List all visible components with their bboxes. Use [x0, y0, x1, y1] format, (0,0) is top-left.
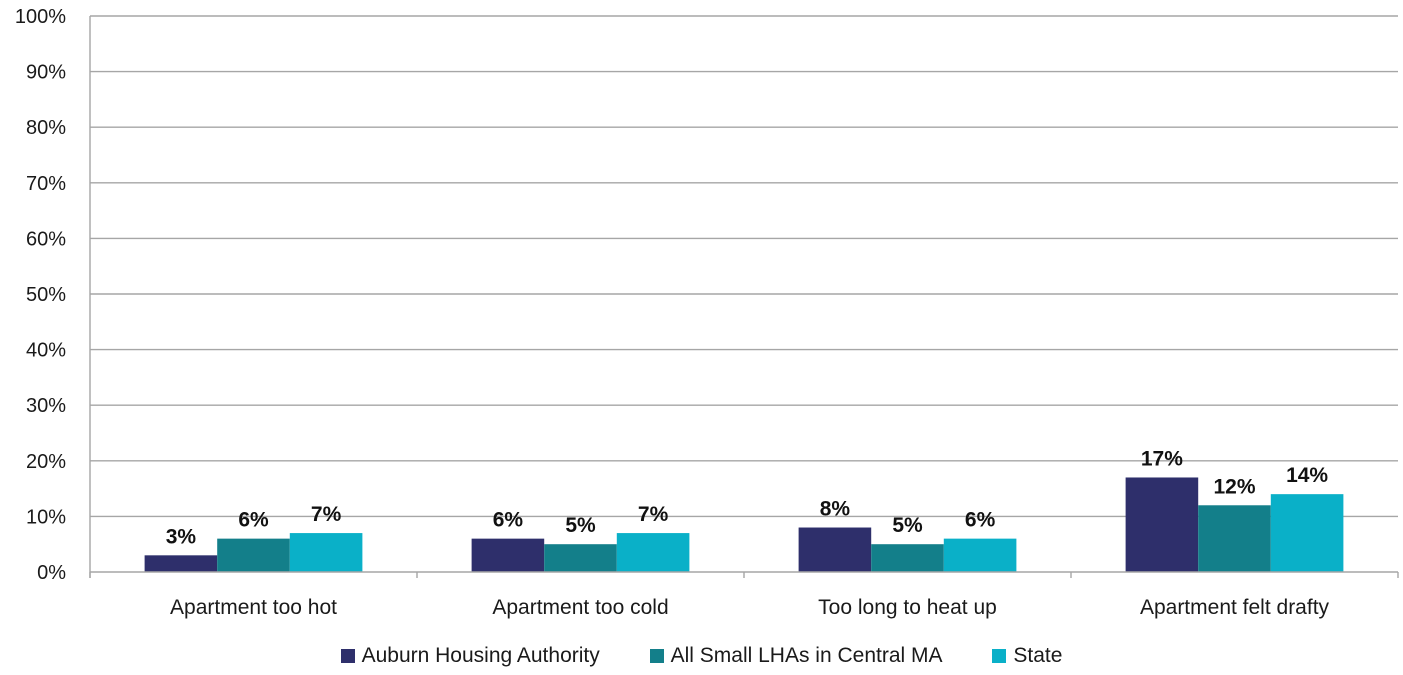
data-label: 5% — [565, 514, 596, 537]
bar — [871, 544, 944, 572]
y-tick-label: 0% — [37, 562, 66, 584]
y-tick-label: 50% — [26, 284, 66, 306]
bar — [217, 538, 290, 572]
data-label: 17% — [1141, 447, 1183, 470]
bars — [144, 477, 1344, 572]
data-label: 6% — [493, 509, 524, 532]
legend-item-state: State — [992, 644, 1062, 668]
legend-item-central-ma: All Small LHAs in Central MA — [649, 644, 943, 668]
data-label: 14% — [1286, 464, 1328, 487]
category-label: Apartment felt drafty — [1140, 596, 1330, 619]
data-label: 7% — [638, 503, 669, 526]
y-tick-label: 60% — [26, 228, 66, 250]
gridlines — [90, 15, 1398, 518]
bar — [1198, 505, 1271, 572]
category-label: Apartment too cold — [492, 596, 668, 619]
y-tick-label: 10% — [26, 506, 66, 528]
legend-label-central-ma: All Small LHAs in Central MA — [670, 644, 943, 667]
y-tick-label: 20% — [26, 451, 66, 473]
category-label: Too long to heat up — [818, 596, 997, 619]
data-label: 3% — [166, 525, 197, 548]
chart-canvas: 0% 10% 20% 30% 40% 50% 60% 70% 80% 90% 100% 3% 6% 7%… — [15, 6, 1399, 619]
bar — [798, 527, 872, 572]
data-labels: 3% 6% 7% 6% 5% 7% 8% 5% 6% 17% 12% 14% — [166, 447, 1329, 548]
data-label: 6% — [238, 509, 269, 532]
axes — [89, 16, 1399, 578]
bar — [943, 538, 1017, 572]
data-label: 8% — [820, 498, 851, 521]
bar — [289, 533, 363, 572]
data-label: 12% — [1213, 475, 1255, 498]
bar — [1125, 477, 1199, 572]
legend-item-auburn: Auburn Housing Authority — [340, 644, 600, 668]
y-tick-label: 80% — [26, 117, 66, 139]
y-tick-label: 30% — [26, 395, 66, 417]
legend-swatch-state — [992, 649, 1007, 663]
bar — [616, 533, 690, 572]
y-axis-tick-labels: 0% 10% 20% 30% 40% 50% 60% 70% 80% 90% 100% — [15, 6, 66, 584]
y-tick-label: 70% — [26, 173, 66, 195]
data-label: 5% — [892, 514, 923, 537]
y-tick-label: 40% — [26, 340, 66, 362]
bar — [471, 538, 545, 572]
category-label: Apartment too hot — [170, 596, 337, 619]
legend-swatch-central-ma — [649, 649, 664, 663]
legend-label-auburn: Auburn Housing Authority — [361, 644, 600, 667]
legend-swatch-auburn — [340, 649, 355, 663]
legend: Auburn Housing Authority All Small LHAs … — [0, 644, 1403, 669]
data-label: 6% — [965, 509, 996, 532]
y-tick-label: 100% — [15, 6, 66, 28]
x-axis-category-labels: Apartment too hot Apartment too cold Too l… — [170, 596, 1330, 619]
legend-label-state: State — [1013, 644, 1063, 667]
bar — [544, 544, 617, 572]
bar — [144, 555, 218, 572]
data-label: 7% — [311, 503, 342, 526]
bar — [1270, 494, 1344, 572]
y-tick-label: 90% — [26, 62, 66, 84]
